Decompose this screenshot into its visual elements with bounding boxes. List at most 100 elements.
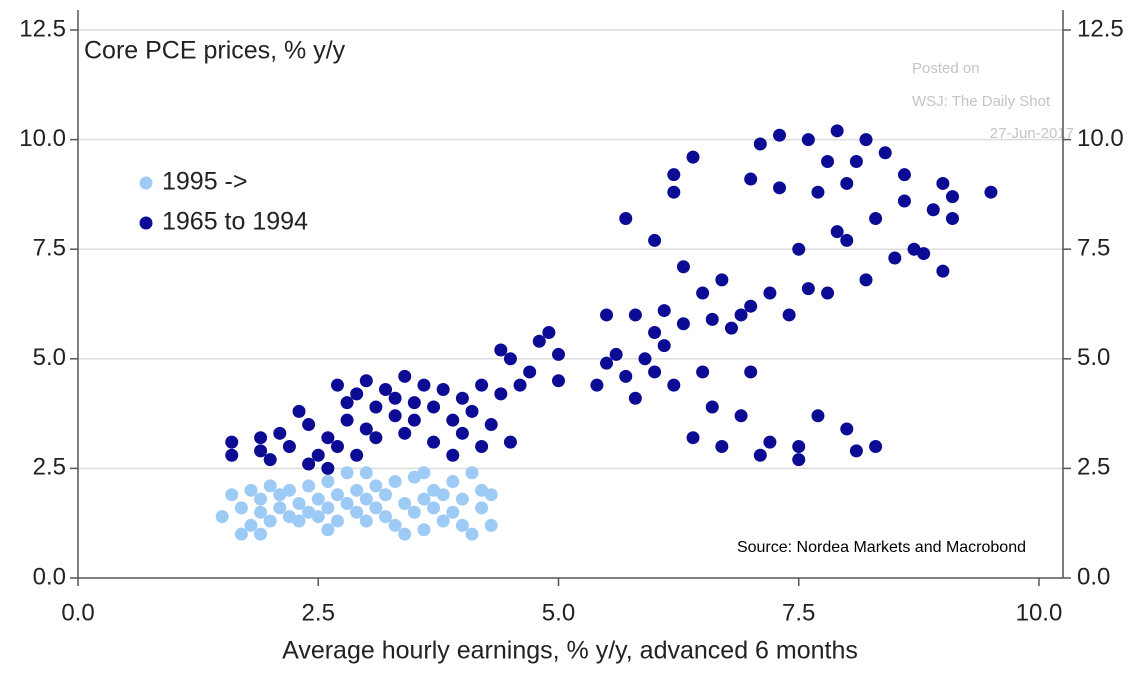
- point: [744, 365, 758, 379]
- x-tick-label: 7.5: [782, 599, 815, 626]
- point: [484, 418, 498, 432]
- point: [657, 304, 671, 318]
- point: [215, 510, 229, 524]
- point: [388, 409, 402, 423]
- point: [648, 233, 662, 247]
- x-tick-label: 10.0: [1016, 599, 1063, 626]
- point: [311, 448, 325, 462]
- point: [254, 492, 268, 506]
- point: [254, 505, 268, 519]
- point: [398, 496, 412, 510]
- point: [350, 387, 364, 401]
- point: [350, 483, 364, 497]
- point: [436, 514, 450, 528]
- point: [388, 475, 402, 489]
- point: [455, 391, 469, 405]
- point: [619, 212, 633, 226]
- point: [897, 168, 911, 182]
- point: [917, 247, 931, 261]
- point: [830, 225, 844, 239]
- x-axis-label: Average hourly earnings, % y/y, advanced…: [282, 637, 858, 665]
- point: [936, 176, 950, 190]
- point: [792, 242, 806, 256]
- point: [715, 439, 729, 453]
- legend-label: 1965 to 1994: [162, 208, 308, 236]
- point: [840, 233, 854, 247]
- point: [369, 400, 383, 414]
- point: [350, 448, 364, 462]
- point: [407, 505, 421, 519]
- point: [676, 260, 690, 274]
- point: [417, 466, 431, 480]
- point: [340, 396, 354, 410]
- watermark: Posted on: [912, 60, 980, 77]
- point: [494, 343, 508, 357]
- point: [417, 492, 431, 506]
- point: [773, 128, 787, 142]
- point: [446, 505, 460, 519]
- point: [455, 518, 469, 532]
- point: [849, 444, 863, 458]
- point: [455, 426, 469, 440]
- point: [667, 378, 681, 392]
- point: [398, 527, 412, 541]
- point: [821, 155, 835, 169]
- point: [340, 496, 354, 510]
- point: [234, 527, 248, 541]
- point: [763, 435, 777, 449]
- x-tick-label: 0.0: [61, 599, 94, 626]
- point: [551, 347, 565, 361]
- point: [340, 466, 354, 480]
- y2-tick-label: 5.0: [1077, 344, 1110, 371]
- point: [667, 168, 681, 182]
- point: [321, 501, 335, 515]
- legend-marker: [139, 176, 153, 190]
- point: [869, 212, 883, 226]
- point: [849, 155, 863, 169]
- point: [484, 488, 498, 502]
- point: [667, 185, 681, 199]
- point: [379, 382, 393, 396]
- point: [330, 439, 344, 453]
- point: [773, 181, 787, 195]
- point: [379, 510, 393, 524]
- point: [455, 492, 469, 506]
- y2-tick-label: 10.0: [1077, 125, 1124, 152]
- point: [945, 190, 959, 204]
- x-tick-label: 5.0: [542, 599, 575, 626]
- point: [763, 286, 777, 300]
- point: [340, 413, 354, 427]
- y2-tick-label: 12.5: [1077, 15, 1124, 42]
- point: [705, 400, 719, 414]
- point: [398, 426, 412, 440]
- point: [648, 365, 662, 379]
- point: [254, 527, 268, 541]
- point: [369, 501, 383, 515]
- y2-tick-label: 0.0: [1077, 563, 1110, 590]
- point: [782, 308, 796, 322]
- point: [792, 439, 806, 453]
- point: [936, 264, 950, 278]
- point: [744, 172, 758, 186]
- point: [734, 409, 748, 423]
- point: [513, 378, 527, 392]
- point: [609, 347, 623, 361]
- point: [696, 365, 710, 379]
- point: [311, 492, 325, 506]
- point: [840, 176, 854, 190]
- point: [446, 448, 460, 462]
- point: [926, 203, 940, 217]
- chart-title: Core PCE prices, % y/y: [84, 37, 346, 65]
- point: [388, 391, 402, 405]
- point: [321, 461, 335, 475]
- point: [475, 378, 489, 392]
- y-tick-label: 0.0: [33, 563, 66, 590]
- point: [263, 453, 277, 467]
- point: [494, 387, 508, 401]
- point: [292, 514, 306, 528]
- y-tick-label: 2.5: [33, 454, 66, 481]
- x-tick-label: 2.5: [302, 599, 335, 626]
- point: [359, 514, 373, 528]
- point: [465, 404, 479, 418]
- point: [244, 483, 258, 497]
